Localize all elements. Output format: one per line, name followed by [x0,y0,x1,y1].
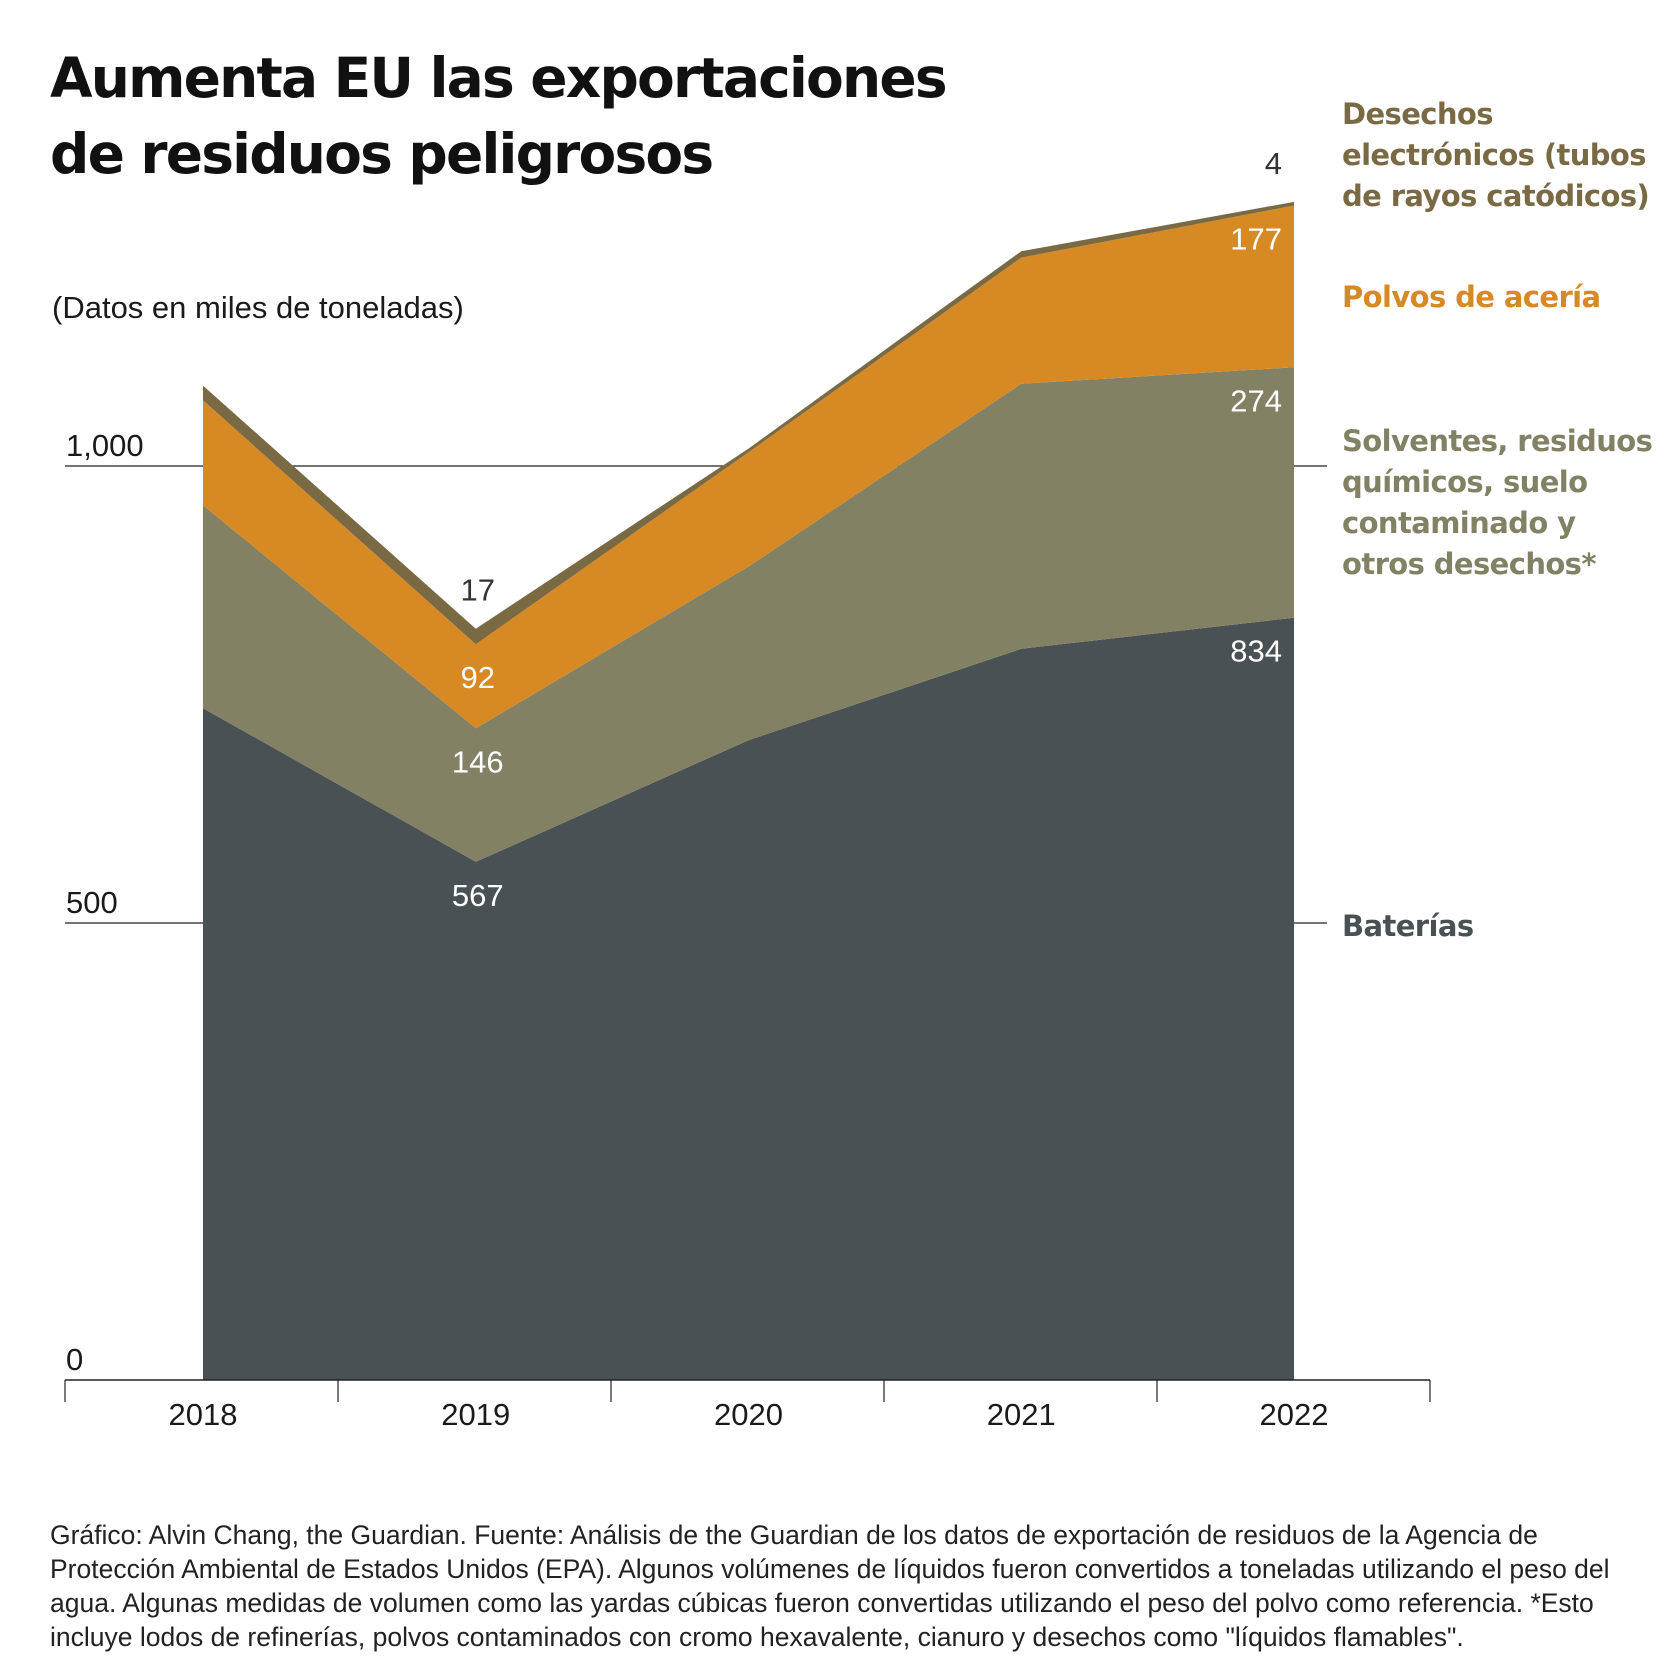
area-baterias [203,617,1294,1380]
y-tick-label: 0 [66,1342,83,1377]
area-solventes [203,367,1294,862]
stacked-area-chart: 0 500 1,000 2018 2019 2020 2021 2022 17 92 146 56… [64,146,1431,1432]
data-label-baterias-2022: 834 [1230,634,1282,669]
data-label-baterias-2019: 567 [452,878,504,913]
chart-subtitle: (Datos en miles de toneladas) [52,290,464,325]
x-tick-label: 2021 [987,1397,1056,1432]
legend-label-baterias: Baterías [1342,909,1474,943]
legend-label-polvos: Polvos de acería [1342,280,1601,314]
data-label-solventes-2022: 274 [1230,383,1282,418]
data-label-solventes-2019: 146 [452,744,504,779]
legend-label-electronicos: Desechos electrónicos (tubos de rayos ca… [1342,97,1650,213]
data-label-electronicos-2022: 4 [1265,146,1282,181]
area-series [203,201,1294,1380]
data-label-electronicos-2019: 17 [461,573,495,608]
data-labels: 17 92 146 567 4 177 274 834 [452,146,1282,913]
y-tick-label: 1,000 [66,428,144,463]
chart-footer-source: Gráfico: Alvin Chang, the Guardian. Fuen… [50,1520,1610,1652]
data-label-polvos-2022: 177 [1230,222,1282,257]
y-tick-label: 500 [66,885,118,920]
legend-label-solventes: Solventes, residuos químicos, suelo cont… [1342,424,1653,581]
x-tick-label: 2022 [1260,1397,1329,1432]
x-tick-label: 2019 [441,1397,510,1432]
x-tick-label: 2020 [714,1397,783,1432]
area-polvos [203,205,1294,729]
x-axis: 2018 2019 2020 2021 2022 [64,1379,1431,1432]
chart-title: Aumenta EU las exportaciones de residuos… [50,46,948,186]
x-tick-label: 2018 [169,1397,238,1432]
data-label-polvos-2019: 92 [461,660,495,695]
